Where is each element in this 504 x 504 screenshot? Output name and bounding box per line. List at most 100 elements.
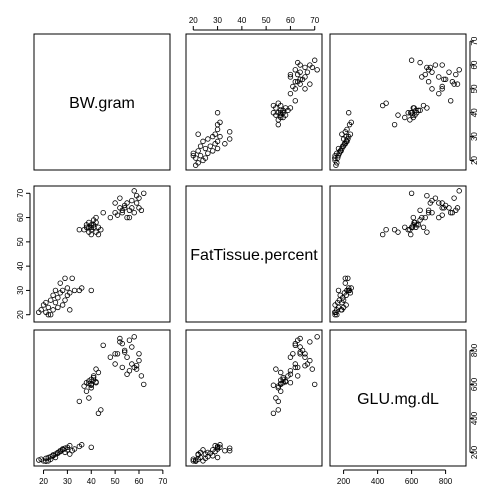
tick-label: 200 bbox=[470, 445, 479, 459]
data-point bbox=[275, 100, 281, 106]
data-point bbox=[55, 295, 61, 301]
data-point bbox=[342, 280, 348, 286]
data-point bbox=[454, 81, 461, 87]
data-point bbox=[119, 364, 125, 371]
data-point bbox=[121, 347, 128, 354]
data-point bbox=[425, 207, 432, 213]
panel-1-2 bbox=[329, 185, 467, 323]
data-point bbox=[117, 195, 123, 201]
data-point bbox=[195, 148, 201, 154]
data-point bbox=[131, 210, 137, 216]
panel-frame bbox=[329, 329, 467, 467]
data-point bbox=[126, 214, 133, 221]
tick-label: 20 bbox=[470, 155, 479, 164]
data-point bbox=[100, 210, 106, 216]
tick-label: 50 bbox=[16, 237, 25, 246]
data-point bbox=[88, 231, 94, 238]
data-point bbox=[429, 86, 435, 92]
data-point bbox=[205, 150, 211, 156]
data-point bbox=[448, 210, 454, 216]
data-point bbox=[439, 205, 445, 211]
tick-label: 30 bbox=[16, 285, 25, 294]
data-point bbox=[59, 287, 66, 294]
data-point bbox=[453, 71, 459, 78]
data-point bbox=[55, 304, 61, 311]
data-point bbox=[419, 214, 425, 221]
data-point bbox=[436, 90, 442, 97]
data-point bbox=[138, 207, 145, 213]
data-point bbox=[50, 307, 56, 313]
data-point bbox=[112, 200, 118, 206]
data-point bbox=[439, 62, 445, 68]
data-point bbox=[287, 371, 294, 377]
data-point bbox=[282, 105, 289, 111]
panel-frame bbox=[329, 33, 467, 171]
data-point bbox=[395, 229, 401, 235]
data-point bbox=[339, 307, 345, 313]
data-point bbox=[48, 297, 54, 303]
data-point bbox=[414, 110, 420, 116]
data-point bbox=[302, 86, 308, 92]
data-point bbox=[93, 219, 99, 226]
data-point bbox=[391, 121, 398, 128]
panel-1-0 bbox=[33, 185, 171, 323]
data-point bbox=[133, 363, 140, 369]
data-point bbox=[420, 102, 427, 109]
data-point bbox=[408, 190, 415, 196]
data-point bbox=[133, 200, 140, 206]
data-point bbox=[114, 351, 121, 357]
data-point bbox=[88, 376, 94, 382]
tick-label: 60 bbox=[135, 477, 144, 486]
data-point bbox=[334, 312, 340, 318]
data-point bbox=[346, 287, 352, 294]
data-point bbox=[307, 339, 313, 345]
data-point bbox=[270, 410, 277, 416]
data-point bbox=[427, 64, 433, 71]
data-point bbox=[424, 64, 430, 71]
data-point bbox=[67, 442, 73, 449]
data-point bbox=[441, 205, 447, 211]
data-point bbox=[141, 381, 147, 388]
data-point bbox=[456, 67, 462, 73]
panel-0-2 bbox=[329, 33, 467, 171]
data-point bbox=[346, 110, 352, 116]
data-point bbox=[69, 275, 75, 281]
data-point bbox=[133, 366, 140, 372]
data-point bbox=[292, 340, 298, 347]
data-point bbox=[83, 388, 90, 394]
data-point bbox=[190, 456, 196, 462]
panel-frame bbox=[329, 185, 467, 323]
data-point bbox=[395, 112, 401, 118]
data-point bbox=[290, 83, 296, 90]
data-point bbox=[95, 369, 102, 376]
data-point bbox=[117, 335, 123, 342]
panel-0-1 bbox=[185, 33, 323, 171]
data-point bbox=[76, 398, 83, 405]
data-point bbox=[124, 354, 130, 360]
data-point bbox=[424, 193, 430, 199]
data-point bbox=[343, 302, 349, 308]
variable-label: BW.gram bbox=[69, 95, 135, 112]
data-point bbox=[214, 446, 221, 452]
panel-1-1: FatTissue.percent bbox=[185, 185, 323, 323]
data-point bbox=[100, 342, 106, 348]
data-point bbox=[302, 354, 308, 360]
tick-label: 50 bbox=[470, 84, 479, 93]
data-point bbox=[278, 380, 284, 387]
data-point bbox=[448, 98, 454, 104]
axes-layer: 20 30 40 50 60 70 20 30 40 50 60 70 200 400 600 800 20 30… bbox=[16, 16, 479, 486]
data-point bbox=[439, 86, 445, 92]
data-point bbox=[126, 337, 133, 343]
data-point bbox=[442, 76, 449, 83]
data-point bbox=[197, 152, 204, 159]
data-point bbox=[124, 214, 130, 221]
panel-frame bbox=[33, 185, 171, 323]
data-point bbox=[200, 447, 206, 453]
data-point bbox=[312, 57, 318, 63]
data-point bbox=[95, 231, 102, 238]
data-point bbox=[195, 451, 201, 457]
data-point bbox=[214, 454, 221, 461]
data-point bbox=[436, 74, 442, 80]
data-point bbox=[93, 379, 99, 385]
data-point bbox=[422, 214, 428, 221]
